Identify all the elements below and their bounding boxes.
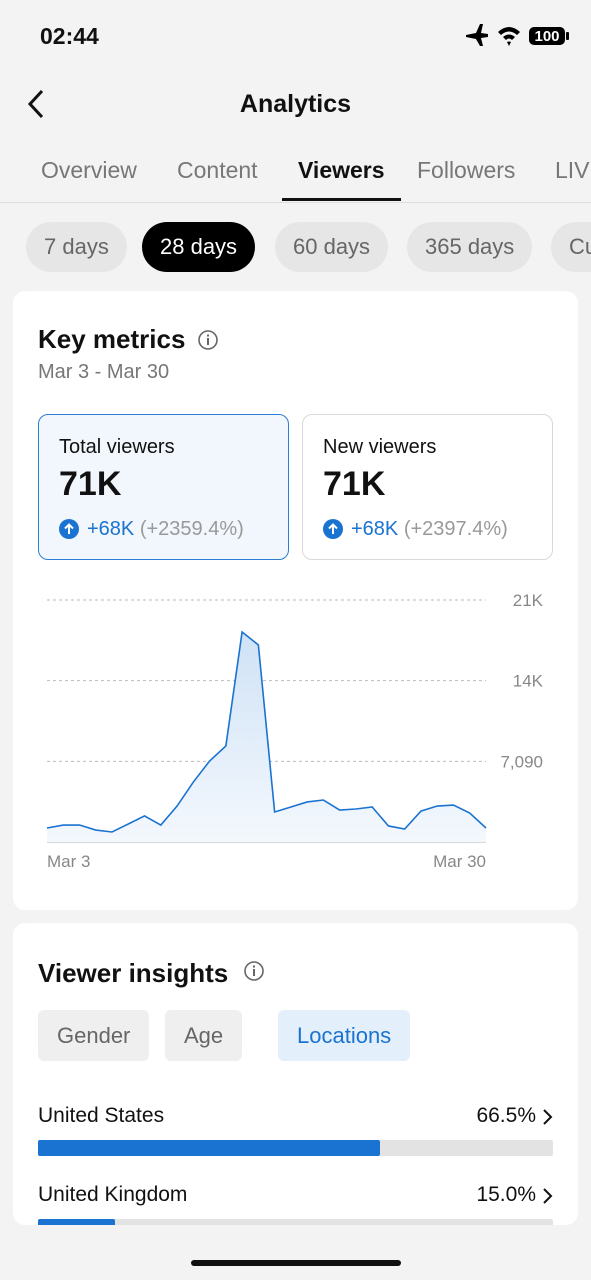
change-percent: (+2359.4%): [139, 518, 244, 540]
page-title: Analytics: [239, 90, 352, 118]
range-chip[interactable]: 7 days: [26, 222, 127, 272]
up-icon: [323, 519, 343, 539]
battery-level: 100: [534, 28, 559, 45]
metric-label: Total viewers: [59, 436, 175, 458]
change-value: +68K: [351, 518, 399, 540]
chevron[interactable]: [542, 1107, 554, 1132]
x-tick-label: Mar 30: [433, 852, 486, 871]
info-icon[interactable]: [243, 960, 265, 982]
viewer-insights-card: Viewer insights Gender Age Locations Unite…: [13, 923, 578, 1225]
tab-bar: Overview Content Viewers Followers LIVE: [0, 157, 591, 203]
y-tick-label: 14K: [513, 672, 544, 691]
location-percent: 15.0%: [476, 1183, 536, 1206]
bar-track: [38, 1219, 553, 1225]
range-chip[interactable]: 365 days: [407, 222, 533, 272]
section-title: Key metrics: [38, 324, 186, 354]
location-percent: 66.5%: [476, 1104, 536, 1127]
airplane-icon: [466, 24, 488, 46]
section-title: Viewer insights: [38, 958, 229, 988]
range-chip[interactable]: 60 days: [275, 222, 389, 272]
status-icons: 100: [466, 24, 569, 46]
filter-chip[interactable]: Locations: [278, 1010, 411, 1061]
line: [46, 630, 487, 833]
status-time: 02:44: [40, 23, 99, 49]
tab-underline: [282, 198, 401, 201]
tab[interactable]: Overview: [41, 157, 137, 183]
tab[interactable]: Viewers: [298, 157, 385, 183]
y-tick-label: 21K: [513, 591, 544, 610]
filter-chip[interactable]: Gender: [38, 1010, 150, 1061]
battery-tip: [566, 32, 569, 40]
bar: [38, 1219, 116, 1225]
range-chip[interactable]: Custom: [551, 222, 591, 272]
change-value: +68K: [87, 518, 135, 540]
metric-value: 71K: [323, 465, 386, 503]
metric-card[interactable]: Total viewers 71K +68K (+2359.4%): [38, 414, 289, 560]
back-button[interactable]: [24, 88, 48, 120]
change-percent: (+2397.4%): [403, 518, 508, 540]
range-chips: 7 days 28 days 60 days 365 days Custom: [0, 222, 591, 272]
wifi-icon: [498, 27, 520, 46]
home-indicator: [191, 1260, 401, 1266]
range-chip[interactable]: 28 days: [142, 222, 256, 272]
info-icon[interactable]: [197, 329, 219, 351]
up-icon: [59, 519, 79, 539]
filter-chip[interactable]: Age: [165, 1010, 243, 1061]
location-name: United States: [38, 1104, 165, 1127]
metric-card[interactable]: New viewers 71K +68K (+2397.4%): [302, 414, 553, 560]
tab[interactable]: Content: [177, 157, 258, 183]
line-chart: 7,090 14K 21K Mar 3 Mar 30: [46, 591, 544, 871]
chevron[interactable]: [542, 1186, 554, 1211]
tab[interactable]: Followers: [417, 157, 516, 183]
divider: [0, 202, 591, 203]
battery-icon: [529, 27, 565, 45]
date-range: Mar 3 - Mar 30: [38, 361, 170, 383]
metric-change: +68K (+2397.4%): [351, 518, 508, 541]
bar: [38, 1140, 381, 1156]
metric-value: 71K: [59, 465, 122, 503]
tab[interactable]: LIVE: [555, 157, 591, 183]
key-metrics-card: Key metrics Mar 3 - Mar 30 Total viewers…: [13, 291, 578, 910]
metric-change: +68K (+2359.4%): [87, 518, 244, 541]
area: [47, 631, 486, 842]
y-tick-label: 7,090: [500, 752, 543, 771]
x-tick-label: Mar 3: [47, 852, 90, 871]
metric-label: New viewers: [323, 436, 437, 458]
location-name: United Kingdom: [38, 1183, 188, 1206]
